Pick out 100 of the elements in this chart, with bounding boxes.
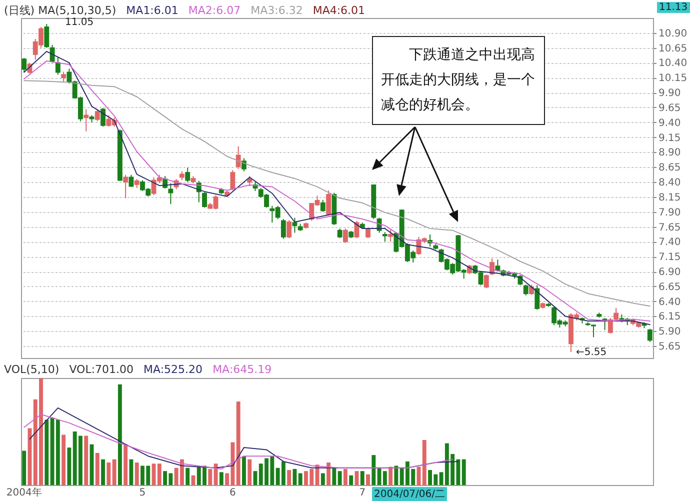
bar (129, 459, 134, 485)
text: 2004/07/06/二 (372, 487, 448, 501)
annotation: ←5.55 (576, 347, 607, 358)
y-tick-label: 10.90 (658, 28, 688, 40)
bar (242, 456, 246, 485)
bar (186, 468, 190, 485)
candlestick (242, 158, 246, 172)
candlestick (382, 232, 388, 242)
y-tick-label: 8.90 (658, 148, 681, 159)
y-tick-label: 7.40 (658, 237, 681, 248)
text: VOL:701.00 (69, 363, 134, 376)
candlestick (128, 174, 134, 188)
bar (112, 459, 116, 485)
y-tick-label: 6.90 (658, 267, 681, 278)
candlestick (61, 71, 66, 83)
bar (298, 473, 302, 485)
candlestick (320, 199, 326, 212)
bar (326, 462, 331, 485)
bar (332, 468, 336, 485)
bar (372, 455, 376, 485)
bar (118, 384, 122, 485)
candlestick (44, 23, 50, 48)
y-tick-label: 9.15 (658, 132, 681, 144)
candlestick (388, 229, 394, 242)
candlestick (484, 274, 489, 289)
chart-title: (日线) MA(5,10,30,5) (4, 4, 116, 17)
candlestick (236, 146, 241, 170)
text: 11.13 (657, 2, 690, 13)
candlestick (292, 217, 298, 234)
text: MA3:6.32 (250, 4, 303, 17)
bar (44, 420, 49, 485)
y-tick-label: 6.40 (658, 296, 681, 308)
annotation: 11.05 (65, 17, 94, 28)
bar (366, 474, 370, 485)
bar (338, 471, 342, 485)
chart-title: VOL(5,10) (4, 363, 60, 376)
candlestick (230, 170, 236, 191)
candlestick (280, 218, 286, 240)
bar (394, 466, 398, 485)
annotation: 下跌通道之中出现高开低走的大阴线，是一个减仓的好机会。 (372, 36, 545, 125)
candlestick (534, 284, 540, 310)
y-tick-label: 8.15 (658, 192, 681, 204)
candlestick (84, 108, 89, 132)
candlestick (326, 190, 332, 216)
bar (62, 434, 66, 485)
bar (462, 459, 466, 485)
bar (67, 448, 72, 485)
bar (84, 436, 88, 485)
y-tick-label: 10.65 (658, 43, 688, 54)
bar (422, 440, 426, 485)
bar (360, 471, 364, 485)
candlestick (123, 174, 128, 199)
bar (219, 472, 224, 485)
bar (22, 450, 26, 485)
text: MA1:6.01 (126, 4, 178, 17)
text: MA:645.19 (212, 363, 272, 376)
candlestick (614, 307, 619, 321)
candlestick (286, 220, 292, 239)
y-tick-label: 9.65 (658, 102, 681, 114)
y-tick-label: 7.15 (658, 252, 681, 264)
bar (157, 464, 162, 485)
x-tick-label: 2004年 (6, 486, 42, 498)
candlestick (608, 318, 613, 334)
y-tick-label: 6.15 (658, 312, 681, 323)
candlestick (168, 182, 174, 205)
x-tick-label: 6 (230, 488, 236, 498)
x-tick-label: 7 (359, 488, 366, 498)
y-tick-label: 8.40 (658, 178, 681, 189)
bar (349, 475, 354, 485)
candlestick (185, 167, 190, 183)
candlestick (523, 284, 528, 296)
candlestick (94, 108, 100, 122)
bar (320, 473, 325, 485)
y-tick-label: 6.65 (658, 282, 681, 293)
bar (236, 402, 240, 485)
bar (95, 452, 100, 485)
y-tick-label: 9.40 (658, 118, 681, 129)
bar (124, 444, 128, 485)
candlestick (100, 108, 106, 128)
bar (292, 468, 297, 485)
bar (208, 468, 212, 485)
text: MA4:6.01 (312, 4, 366, 17)
text: MA:525.20 (144, 363, 203, 376)
candlestick (247, 176, 252, 187)
y-tick-label: 10.40 (658, 58, 688, 70)
candlestick (22, 57, 27, 73)
bar (101, 459, 106, 485)
y-tick-label: 7.90 (658, 207, 681, 218)
bar (248, 459, 252, 485)
text: MA2:6.07 (188, 4, 241, 17)
y-tick-label: 8.65 (658, 162, 681, 174)
y-tick-label: 9.90 (658, 88, 681, 100)
bar (343, 468, 348, 485)
bar (214, 464, 218, 485)
y-tick-label: 5.65 (658, 342, 681, 353)
bar (388, 466, 393, 485)
y-tick-label: 7.65 (658, 222, 681, 234)
y-tick-label: 10.15 (658, 73, 688, 84)
candlestick (55, 56, 60, 76)
y-tick-label: 5.90 (658, 326, 681, 338)
